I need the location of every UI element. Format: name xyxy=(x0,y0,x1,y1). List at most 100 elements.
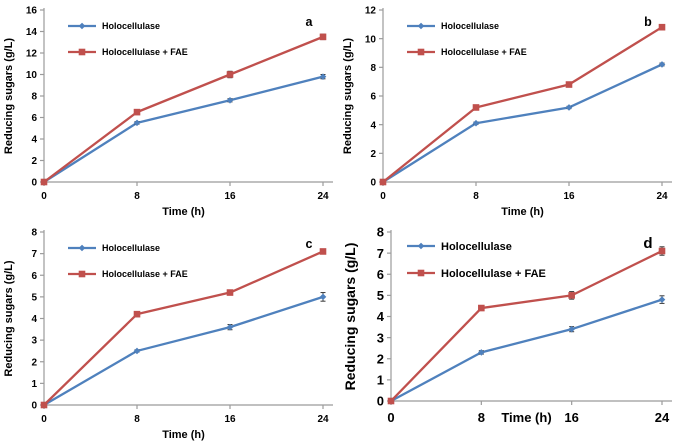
svg-text:0: 0 xyxy=(370,178,376,189)
svg-text:24: 24 xyxy=(655,410,670,425)
svg-text:4: 4 xyxy=(377,309,385,324)
svg-text:Holocellulase + FAE: Holocellulase + FAE xyxy=(441,268,546,280)
svg-text:24: 24 xyxy=(656,191,668,202)
series-0 xyxy=(40,73,327,186)
chart-panel-d: 0 1 2 3 4 5 6 7 8 0 8 16 24 Reducing sugars (g/L) Time… xyxy=(339,222,678,445)
chart-panel-b: 0 2 4 6 8 10 12 0 8 16 24 Reducing sugars (g/L) Time… xyxy=(339,0,678,222)
series-1 xyxy=(40,248,327,409)
svg-text:12: 12 xyxy=(365,6,377,17)
svg-text:16: 16 xyxy=(564,410,578,425)
axes xyxy=(43,8,333,183)
y-axis-title: Reducing sugars (g/L) xyxy=(342,243,358,391)
x-axis-title: Time (h) xyxy=(162,429,205,441)
svg-text:0: 0 xyxy=(31,401,37,412)
svg-text:8: 8 xyxy=(370,63,376,74)
y-axis-ticks: 0 1 2 3 4 5 6 7 8 xyxy=(31,228,44,412)
svg-text:16: 16 xyxy=(26,6,38,17)
svg-text:5: 5 xyxy=(377,288,384,303)
svg-text:Holocellulase: Holocellulase xyxy=(441,241,512,253)
legend: Holocellulase Holocellulase + FAE xyxy=(407,241,546,280)
svg-text:0: 0 xyxy=(41,414,47,425)
axes xyxy=(43,230,333,406)
series-1 xyxy=(387,246,666,405)
svg-text:10: 10 xyxy=(26,70,38,81)
series-1 xyxy=(40,33,327,186)
legend: Holocellulase Holocellulase + FAE xyxy=(68,21,188,57)
x-axis-title: Time (h) xyxy=(501,410,551,425)
panel-letter: c xyxy=(306,237,313,251)
svg-text:7: 7 xyxy=(377,246,384,261)
svg-text:12: 12 xyxy=(26,49,38,60)
svg-text:6: 6 xyxy=(370,92,376,103)
svg-text:Holocellulase: Holocellulase xyxy=(441,21,499,31)
series-0 xyxy=(387,295,666,405)
x-axis-ticks: 0 8 16 24 xyxy=(387,401,670,425)
svg-text:8: 8 xyxy=(31,92,37,103)
svg-text:8: 8 xyxy=(134,191,140,202)
svg-text:8: 8 xyxy=(377,225,384,240)
svg-text:2: 2 xyxy=(31,156,37,167)
legend: Holocellulase Holocellulase + FAE xyxy=(68,243,188,279)
svg-text:16: 16 xyxy=(563,191,575,202)
chart-panel-a: 0 2 4 6 8 10 12 14 16 0 8 16 24 Reducing sugars (g/L)… xyxy=(0,0,339,222)
svg-text:8: 8 xyxy=(31,228,37,239)
x-axis-ticks: 0 8 16 24 xyxy=(41,182,329,202)
svg-text:3: 3 xyxy=(31,336,37,347)
svg-text:16: 16 xyxy=(224,414,236,425)
svg-text:0: 0 xyxy=(380,191,386,202)
svg-text:10: 10 xyxy=(365,34,377,45)
svg-text:14: 14 xyxy=(26,27,38,38)
y-axis-title: Reducing sugars (g/L) xyxy=(342,38,354,154)
svg-text:1: 1 xyxy=(377,373,384,388)
svg-text:4: 4 xyxy=(370,120,376,131)
svg-text:4: 4 xyxy=(31,314,37,325)
y-axis-ticks: 0 2 4 6 8 10 12 xyxy=(365,6,383,189)
svg-text:Holocellulase: Holocellulase xyxy=(102,243,160,253)
panel-letter: a xyxy=(306,15,314,29)
chart-canvas-d: 0 1 2 3 4 5 6 7 8 0 8 16 24 Reducing sugars (g/L) Time… xyxy=(342,225,672,425)
x-axis-title: Time (h) xyxy=(162,206,205,218)
axes xyxy=(390,230,672,402)
svg-text:2: 2 xyxy=(31,357,37,368)
x-axis-ticks: 0 8 16 24 xyxy=(380,182,668,202)
svg-text:0: 0 xyxy=(377,394,384,409)
x-axis-title: Time (h) xyxy=(501,206,544,218)
svg-text:0: 0 xyxy=(31,178,37,189)
svg-text:Holocellulase + FAE: Holocellulase + FAE xyxy=(441,47,527,57)
y-axis-title: Reducing sugars (g/L) xyxy=(3,260,15,376)
y-axis-ticks: 0 2 4 6 8 10 12 14 16 xyxy=(26,6,44,189)
svg-text:3: 3 xyxy=(377,330,384,345)
chart-panel-c: 0 1 2 3 4 5 6 7 8 0 8 16 24 Reducing sugars (g/L) Time… xyxy=(0,222,339,445)
legend: Holocellulase Holocellulase + FAE xyxy=(407,21,527,57)
svg-text:0: 0 xyxy=(387,410,394,425)
y-axis-title: Reducing sugars (g/L) xyxy=(3,38,15,154)
svg-text:Holocellulase: Holocellulase xyxy=(102,21,160,31)
svg-text:7: 7 xyxy=(31,249,37,260)
svg-text:8: 8 xyxy=(478,410,485,425)
svg-text:Holocellulase + FAE: Holocellulase + FAE xyxy=(102,47,188,57)
svg-text:24: 24 xyxy=(317,191,329,202)
svg-text:6: 6 xyxy=(31,113,37,124)
svg-text:8: 8 xyxy=(134,414,140,425)
svg-text:5: 5 xyxy=(31,292,37,303)
series-0 xyxy=(40,292,327,409)
svg-text:1: 1 xyxy=(31,379,37,390)
svg-text:2: 2 xyxy=(377,351,384,366)
chart-canvas-c: 0 1 2 3 4 5 6 7 8 0 8 16 24 Reducing sugars (g/L) Time… xyxy=(3,228,333,441)
x-axis-ticks: 0 8 16 24 xyxy=(41,405,329,425)
panel-letter: b xyxy=(644,15,652,29)
series-1 xyxy=(379,23,666,186)
svg-text:0: 0 xyxy=(41,191,47,202)
series-0 xyxy=(379,61,666,186)
svg-text:16: 16 xyxy=(224,191,236,202)
y-axis-ticks: 0 1 2 3 4 5 6 7 8 xyxy=(377,225,391,409)
chart-canvas-b: 0 24 6 8 10 12 0 8 16 24 Reducing sugars (g/L) Time… xyxy=(342,6,672,218)
svg-text:Holocellulase + FAE: Holocellulase + FAE xyxy=(102,269,188,279)
svg-text:4: 4 xyxy=(31,135,37,146)
svg-text:24: 24 xyxy=(317,414,329,425)
svg-text:8: 8 xyxy=(473,191,479,202)
svg-text:6: 6 xyxy=(377,267,384,282)
svg-text:6: 6 xyxy=(31,271,37,282)
